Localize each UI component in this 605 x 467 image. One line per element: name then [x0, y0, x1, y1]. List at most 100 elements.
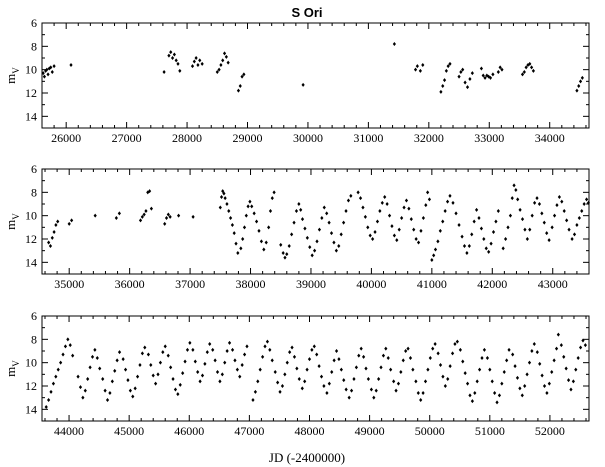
data-point: [224, 54, 228, 59]
data-point: [518, 207, 522, 212]
data-point: [368, 233, 372, 238]
y-tick-label: 6: [31, 162, 37, 176]
data-point: [443, 209, 447, 213]
data-point: [554, 346, 559, 351]
data-point: [380, 200, 384, 205]
data-point: [502, 370, 506, 374]
data-point: [520, 393, 524, 398]
data-point: [133, 386, 137, 391]
data-point: [451, 200, 455, 205]
data-point: [332, 240, 336, 245]
data-point: [503, 237, 508, 241]
x-tick-label: 29000: [233, 131, 263, 145]
data-point: [438, 363, 443, 367]
data-point: [256, 379, 260, 384]
data-point: [337, 357, 341, 362]
data-point: [436, 351, 440, 356]
data-point: [582, 202, 586, 206]
data-point: [251, 398, 255, 402]
y-tick-label: 12: [25, 232, 37, 246]
data-point: [361, 354, 366, 359]
data-point: [488, 75, 493, 80]
data-point: [470, 399, 474, 404]
x-tick-label: 48000: [294, 424, 324, 438]
data-point: [248, 199, 252, 204]
data-point: [402, 205, 406, 210]
data-point: [396, 381, 401, 386]
data-point: [213, 358, 217, 363]
data-point: [205, 350, 209, 355]
data-point: [357, 353, 361, 358]
data-point: [261, 354, 265, 359]
data-point: [538, 361, 542, 366]
data-point: [342, 220, 346, 225]
data-point: [218, 379, 222, 384]
data-point: [426, 367, 430, 372]
panel-2: 35000 36000 37000 38000 39000 40000 41000 42000…: [3, 162, 590, 291]
data-point: [552, 358, 556, 363]
data-point: [418, 68, 422, 73]
data-point: [438, 228, 442, 233]
data-point: [191, 214, 195, 219]
data-point: [49, 389, 53, 394]
data-point: [404, 349, 408, 353]
panel-3: 44000 45000 46000 47000 48000 49000 50000 51000…: [3, 309, 590, 438]
data-point: [491, 230, 496, 234]
data-point: [45, 67, 49, 72]
data-point: [176, 213, 181, 218]
data-point: [533, 200, 537, 205]
x-tick-label: 38000: [236, 277, 266, 291]
data-point: [532, 342, 536, 346]
data-point: [273, 370, 277, 374]
data-point: [413, 67, 418, 72]
data-point: [352, 377, 356, 381]
data-point: [246, 204, 250, 209]
data-point: [181, 371, 185, 376]
data-point: [378, 209, 382, 213]
y-tick-label: 14: [25, 402, 37, 416]
data-point: [52, 64, 56, 69]
data-point: [500, 381, 504, 386]
data-point: [448, 364, 452, 369]
data-point: [385, 202, 389, 206]
data-point: [329, 231, 334, 236]
data-point: [540, 373, 544, 378]
data-point: [290, 232, 294, 237]
data-point: [465, 251, 469, 255]
data-point: [242, 225, 247, 230]
data-point: [253, 389, 257, 394]
data-point: [363, 214, 367, 219]
data-point: [222, 191, 226, 196]
data-point: [383, 195, 387, 199]
chart-title: S Ori: [291, 5, 322, 20]
data-point: [475, 379, 479, 384]
data-point: [414, 237, 418, 241]
data-point: [226, 60, 230, 65]
data-point: [467, 244, 471, 248]
x-tick-label: 47000: [234, 424, 264, 438]
data-point: [488, 367, 492, 372]
data-point: [339, 367, 343, 372]
data-point: [198, 379, 202, 384]
data-point: [270, 358, 274, 363]
data-point: [583, 343, 587, 348]
data-point: [498, 65, 502, 70]
data-point: [560, 199, 564, 204]
data-point: [415, 64, 419, 69]
data-point: [297, 202, 301, 206]
data-point: [88, 365, 92, 370]
data-point: [574, 367, 578, 372]
data-point: [219, 63, 223, 67]
data-point: [523, 227, 527, 232]
data-point: [235, 367, 239, 372]
plot-frame: [41, 168, 590, 275]
data-point: [218, 205, 222, 210]
data-point: [508, 213, 513, 218]
data-point: [262, 247, 266, 252]
data-point: [191, 347, 195, 352]
data-point: [465, 381, 470, 386]
data-point: [147, 189, 152, 194]
data-point: [183, 359, 187, 364]
data-point: [479, 66, 484, 71]
data-point: [500, 67, 504, 72]
